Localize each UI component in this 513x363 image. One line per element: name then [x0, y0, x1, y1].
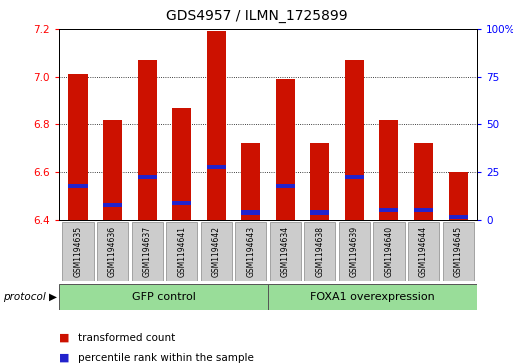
Bar	[414, 143, 433, 220]
Text: GSM1194635: GSM1194635	[73, 226, 83, 277]
Text: percentile rank within the sample: percentile rank within the sample	[78, 352, 254, 363]
FancyBboxPatch shape	[97, 222, 128, 281]
Text: protocol ▶: protocol ▶	[3, 292, 56, 302]
Bar	[69, 184, 88, 188]
Text: GSM1194640: GSM1194640	[384, 226, 393, 277]
Bar	[448, 215, 467, 219]
Text: GSM1194642: GSM1194642	[212, 226, 221, 277]
FancyBboxPatch shape	[408, 222, 439, 281]
Text: GFP control: GFP control	[131, 292, 195, 302]
Bar	[241, 210, 260, 215]
FancyBboxPatch shape	[268, 284, 477, 310]
FancyBboxPatch shape	[304, 222, 336, 281]
Text: GSM1194636: GSM1194636	[108, 226, 117, 277]
Bar	[414, 208, 433, 212]
Bar	[448, 172, 467, 220]
Bar	[276, 79, 295, 220]
FancyBboxPatch shape	[63, 222, 93, 281]
Text: transformed count: transformed count	[78, 333, 176, 343]
FancyBboxPatch shape	[443, 222, 473, 281]
Text: GSM1194645: GSM1194645	[453, 226, 463, 277]
FancyBboxPatch shape	[373, 222, 405, 281]
Bar	[103, 119, 122, 220]
Text: FOXA1 overexpression: FOXA1 overexpression	[310, 292, 435, 302]
FancyBboxPatch shape	[166, 222, 197, 281]
FancyBboxPatch shape	[339, 222, 370, 281]
Bar	[345, 60, 364, 220]
Bar	[380, 208, 399, 212]
Text: ■: ■	[59, 333, 69, 343]
Text: GSM1194643: GSM1194643	[246, 226, 255, 277]
FancyBboxPatch shape	[59, 284, 268, 310]
Bar	[172, 108, 191, 220]
Bar	[69, 74, 88, 220]
Bar	[345, 175, 364, 179]
Text: GSM1194644: GSM1194644	[419, 226, 428, 277]
Bar	[207, 32, 226, 220]
Text: GSM1194637: GSM1194637	[143, 226, 152, 277]
Text: ■: ■	[59, 352, 69, 363]
Bar	[276, 184, 295, 188]
Bar	[241, 143, 260, 220]
FancyBboxPatch shape	[201, 222, 232, 281]
Bar	[310, 210, 329, 215]
Bar	[172, 201, 191, 205]
Text: GSM1194634: GSM1194634	[281, 226, 290, 277]
FancyBboxPatch shape	[235, 222, 266, 281]
Bar	[137, 175, 156, 179]
Bar	[207, 165, 226, 170]
FancyBboxPatch shape	[131, 222, 163, 281]
Text: GDS4957 / ILMN_1725899: GDS4957 / ILMN_1725899	[166, 9, 347, 23]
Bar	[380, 119, 399, 220]
Bar	[103, 203, 122, 208]
Text: GSM1194639: GSM1194639	[350, 226, 359, 277]
Bar	[310, 143, 329, 220]
Text: GSM1194638: GSM1194638	[315, 226, 324, 277]
FancyBboxPatch shape	[270, 222, 301, 281]
Bar	[137, 60, 156, 220]
Text: GSM1194641: GSM1194641	[177, 226, 186, 277]
